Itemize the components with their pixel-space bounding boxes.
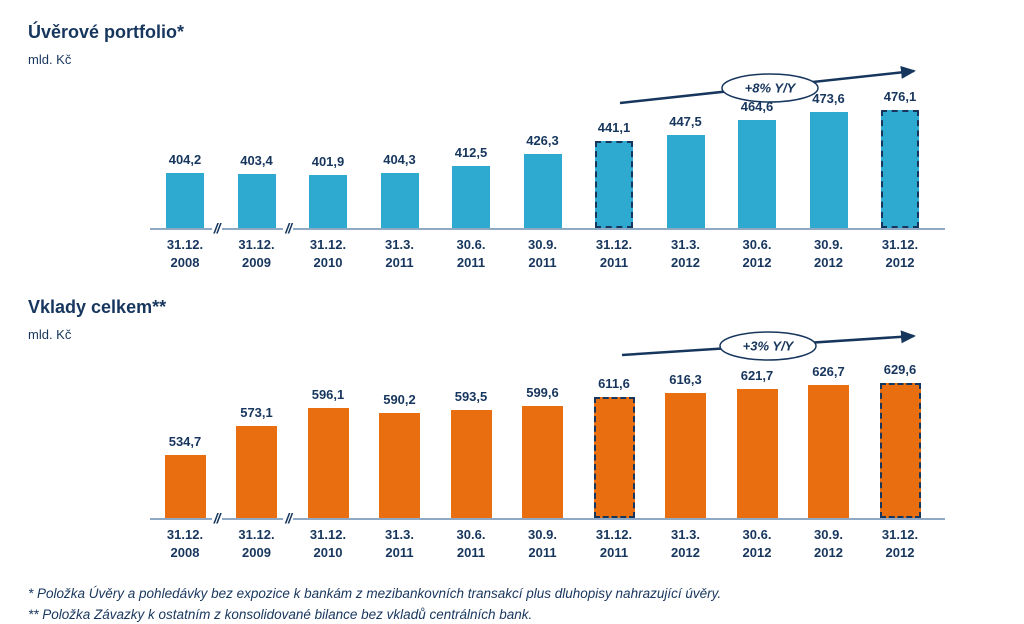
bar-value-label: 441,1: [597, 120, 631, 135]
axis-break-mark: //: [211, 220, 222, 237]
bar-value-label: 593,5: [454, 389, 488, 404]
chart-unit-label: mld. Kč: [28, 327, 72, 342]
bar-value-label: 412,5: [454, 145, 488, 160]
bar-value-label: 621,7: [740, 368, 774, 383]
bar: [236, 426, 277, 518]
axis-break-mark: //: [283, 510, 294, 527]
bar: [380, 173, 419, 228]
bar-value-label: 629,6: [883, 362, 917, 377]
x-tick-label: 31.3. 2011: [385, 237, 414, 270]
bar-value-label: 534,7: [168, 434, 202, 449]
bar-value-label: 464,6: [740, 99, 774, 114]
bar-value-label: 401,9: [311, 154, 345, 169]
bar: [738, 120, 776, 228]
bar-highlighted: [879, 383, 921, 518]
bar-value-label: 626,7: [812, 364, 845, 379]
chart-title: Vklady celkem**: [28, 297, 167, 317]
x-tick-label: 30.9. 2012: [814, 527, 843, 560]
bar-value-label: 616,3: [669, 372, 702, 387]
x-tick-label: 31.3. 2012: [671, 527, 700, 560]
bar: [452, 166, 490, 228]
x-tick-label: 31.12. 2008: [166, 527, 204, 560]
x-axis-line: [150, 518, 945, 520]
bar: [522, 406, 563, 518]
bar: [665, 393, 706, 518]
bar: [166, 173, 204, 228]
bar-value-label: 590,2: [383, 392, 416, 407]
x-tick-label: 31.12. 2012: [881, 527, 919, 560]
axis-break-mark: //: [211, 510, 222, 527]
bar-highlighted: [881, 110, 919, 228]
x-tick-label: 30.9. 2011: [528, 237, 557, 270]
bar-value-label: 403,4: [240, 153, 273, 168]
bar: [523, 154, 562, 228]
x-tick-label: 31.3. 2012: [671, 237, 700, 270]
x-axis-line: [150, 228, 945, 230]
bar: [379, 413, 420, 518]
footnote-loans: * Položka Úvěry a pohledávky bez expozic…: [28, 586, 722, 601]
annotation-label: +3% Y/Y: [743, 339, 795, 354]
x-tick-label: 30.9. 2012: [814, 237, 843, 270]
chart-unit-label: mld. Kč: [28, 52, 72, 67]
chart-loan-portfolio: Úvěrové portfolio* mld. Kč 404,2 31.12. 20…: [0, 0, 1024, 292]
bar-value-label: 476,1: [883, 89, 917, 104]
bar: [809, 112, 848, 228]
chart-title: Úvěrové portfolio*: [28, 22, 185, 42]
x-tick-label: 30.6. 2012: [742, 527, 772, 560]
bar: [808, 385, 849, 518]
x-tick-label: 31.12. 2009: [238, 527, 275, 560]
x-tick-label: 31.12. 2010: [309, 527, 347, 560]
bar-value-label: 404,3: [383, 152, 416, 167]
annotation-label: +8% Y/Y: [745, 81, 797, 96]
growth-arrow-line: [621, 330, 916, 357]
axis-break-mark: //: [283, 220, 294, 237]
x-tick-label: 31.12. 2011: [595, 237, 633, 270]
x-tick-label: 31.12. 2010: [309, 237, 347, 270]
footnote-deposits: ** Položka Závazky k ostatním z konsolid…: [28, 607, 533, 622]
bar: [307, 408, 349, 518]
x-tick-label: 30.6. 2011: [456, 237, 486, 270]
x-tick-label: 30.9. 2011: [528, 527, 557, 560]
bar-highlighted: [595, 141, 633, 228]
bar-value-label: 447,5: [669, 114, 702, 129]
footnotes: * Položka Úvěry a pohledávky bez expozic…: [28, 583, 721, 624]
bar-value-label: 473,6: [812, 91, 845, 106]
bar: [164, 455, 206, 518]
x-tick-label: 31.12. 2011: [595, 527, 633, 560]
bar-value-label: 596,1: [311, 387, 345, 402]
x-tick-label: 30.6. 2012: [742, 237, 772, 270]
x-tick-label: 31.12. 2009: [238, 237, 275, 270]
x-tick-label: 31.12. 2008: [166, 237, 204, 270]
bar-highlighted: [593, 397, 635, 518]
bar-value-label: 404,2: [168, 152, 202, 167]
x-tick-label: 30.6. 2011: [456, 527, 486, 560]
bar: [237, 174, 276, 228]
bar-value-label: 426,3: [526, 133, 559, 148]
bar: [309, 175, 347, 228]
annotation-ellipse: [719, 331, 817, 361]
x-tick-label: 31.12. 2012: [881, 237, 919, 270]
bar-value-label: 611,6: [598, 376, 630, 391]
bar: [450, 410, 492, 518]
bar: [666, 135, 705, 228]
chart-total-deposits: Vklady celkem** mld. Kč 534,7 31.12. 2008 5…: [0, 288, 1024, 588]
bar: [736, 389, 778, 518]
x-tick-label: 31.3. 2011: [385, 527, 414, 560]
bar-value-label: 573,1: [240, 405, 273, 420]
bar-value-label: 599,6: [526, 385, 559, 400]
